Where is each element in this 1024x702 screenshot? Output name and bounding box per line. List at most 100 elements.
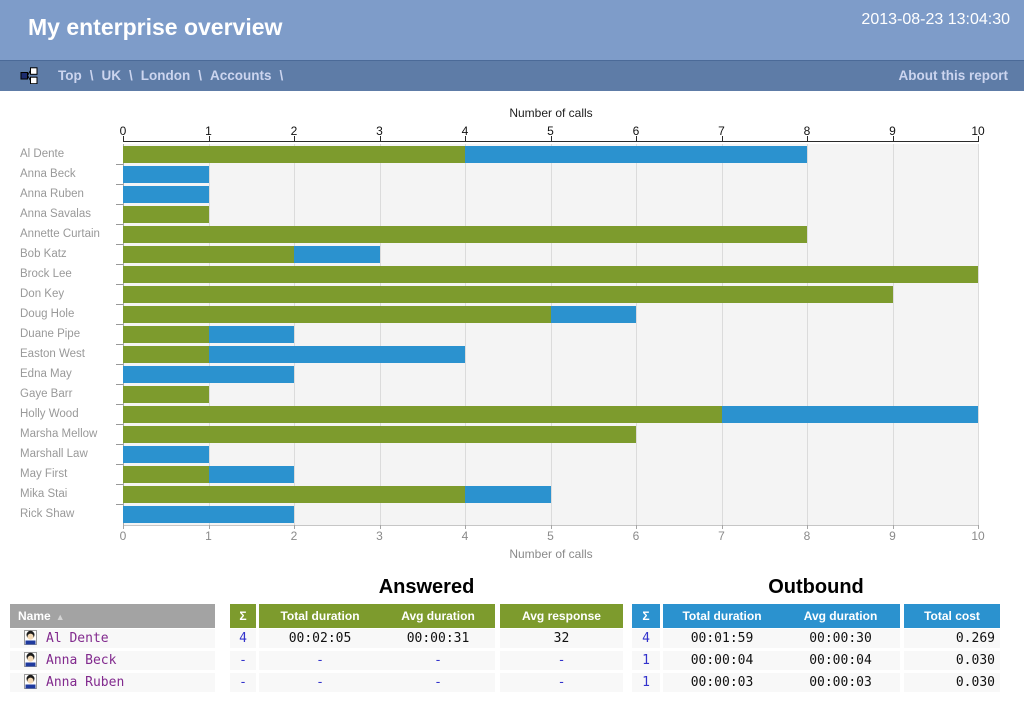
x-tickmark-bottom	[721, 525, 723, 529]
category-label: Holly Wood	[20, 408, 79, 420]
name-header-label: Name	[18, 609, 51, 623]
row-cell-background	[632, 651, 660, 670]
category-label: Edna May	[20, 368, 72, 380]
outbound-cell-0[interactable]: 4	[642, 631, 650, 646]
y-tickmark	[116, 424, 123, 425]
name-link[interactable]: Anna Beck	[46, 653, 117, 668]
outbound-cell-0[interactable]: 1	[642, 653, 650, 668]
about-this-report-link[interactable]: About this report	[898, 68, 1009, 83]
x-tick-label-bottom: 10	[971, 529, 985, 543]
x-tick-label-bottom: 3	[376, 529, 383, 543]
x-tickmark-bottom	[636, 525, 637, 529]
bar-row	[123, 144, 979, 164]
outbound-col-header-3[interactable]: Total cost	[904, 604, 1000, 628]
y-tickmark	[116, 324, 123, 325]
row-cell-background	[632, 673, 660, 692]
answered-col-header-0[interactable]: Σ	[230, 604, 256, 628]
row-cell-background	[632, 629, 660, 648]
bar-row	[123, 204, 979, 224]
x-tickmark-bottom	[465, 525, 466, 529]
y-tickmark	[116, 284, 123, 285]
x-tickmark-top	[123, 136, 124, 141]
answered-col-header-3[interactable]: Avg response	[500, 604, 623, 628]
row-cell-background	[230, 651, 256, 670]
category-label: Bob Katz	[20, 248, 67, 260]
x-tick-label-top: 6	[632, 124, 640, 138]
sort-ascending-icon: ▲	[55, 612, 65, 622]
row-cell-background	[663, 651, 900, 670]
category-label: Al Dente	[20, 148, 65, 160]
gridline	[636, 144, 637, 525]
chart-title-top: Number of calls	[509, 106, 593, 120]
answered-col-header-2[interactable]: Avg duration	[381, 604, 495, 628]
breadcrumb-separator: \	[89, 68, 94, 83]
y-tickmark	[116, 164, 123, 165]
answered-cell-0: -	[239, 675, 247, 690]
outbound-col-header-1[interactable]: Total duration	[663, 604, 781, 628]
outbound-bar-segment	[208, 466, 294, 483]
x-tickmark-bottom	[294, 525, 295, 529]
gridline	[978, 144, 979, 525]
category-label: Doug Hole	[20, 308, 75, 320]
breadcrumb-item-top[interactable]: Top	[58, 68, 82, 83]
breadcrumb-separator: \	[129, 68, 133, 83]
answered-bar-segment	[123, 386, 209, 403]
row-cell-background	[230, 629, 256, 648]
outbound-col-header-2[interactable]: Avg duration	[781, 604, 900, 628]
outbound-cell-2: 00:00:03	[809, 675, 872, 690]
answered-cell-1: -	[316, 675, 324, 690]
person-icon	[24, 630, 37, 645]
y-tickmark	[116, 304, 123, 305]
y-tickmark	[116, 224, 123, 225]
bar-row	[123, 164, 979, 184]
category-label: Mika Stai	[20, 488, 68, 500]
bar-row	[123, 324, 979, 344]
name-column-header[interactable]: Name ▲	[10, 604, 215, 628]
answered-cell-3: -	[557, 653, 566, 668]
bar-row	[123, 504, 979, 524]
outbound-cell-2: 00:00:30	[809, 631, 872, 646]
outbound-cell-0[interactable]: 1	[642, 675, 650, 690]
x-tick-label-top: 3	[376, 124, 383, 138]
bar-row	[123, 244, 979, 264]
outbound-bar-segment	[123, 186, 209, 203]
outbound-cell-3: 0.030	[955, 675, 995, 690]
breadcrumb-bar: Top \ UK \ London \ Accounts \ About this repor…	[0, 60, 1024, 91]
answered-bar-segment	[123, 486, 465, 503]
outbound-bar-segment	[465, 486, 551, 503]
name-link[interactable]: Al Dente	[46, 631, 109, 646]
x-tick-label-top: 8	[803, 124, 811, 138]
row-cell-background	[259, 629, 495, 648]
outbound-col-header-0[interactable]: Σ	[632, 604, 660, 628]
sitemap-icon	[20, 67, 38, 84]
name-link[interactable]: Anna Ruben	[46, 675, 125, 690]
outbound-bar-segment	[208, 326, 294, 343]
outbound-bar-segment	[123, 446, 209, 463]
row-cell-background	[259, 673, 495, 692]
answered-bar-segment	[123, 266, 978, 283]
x-tick-label-top: 0	[119, 124, 127, 138]
bar-row	[123, 224, 979, 244]
breadcrumb-item-uk[interactable]: UK	[101, 68, 122, 83]
outbound-bar-segment	[465, 146, 807, 163]
answered-bar-segment	[123, 206, 209, 223]
answered-cell-0[interactable]: 4	[239, 631, 247, 646]
x-tick-label-top: 5	[547, 124, 554, 138]
breadcrumb-item-accounts[interactable]: Accounts	[210, 68, 272, 83]
answered-cell-1: -	[316, 653, 324, 668]
x-tick-label-bottom: 6	[632, 529, 640, 543]
bar-row	[123, 264, 979, 284]
answered-bar-segment	[123, 246, 294, 263]
x-axis-line	[123, 141, 979, 142]
x-tick-label-top: 7	[718, 124, 725, 138]
y-tickmark	[116, 384, 123, 385]
person-icon	[24, 674, 37, 689]
breadcrumb-item-london[interactable]: London	[140, 68, 191, 83]
category-label: Gaye Barr	[20, 388, 73, 400]
x-tickmark-top	[892, 136, 894, 141]
page-title: My enterprise overview	[28, 14, 283, 40]
x-tickmark-bottom	[208, 525, 210, 529]
answered-col-header-1[interactable]: Total duration	[259, 604, 381, 628]
x-tick-label-top: 4	[461, 124, 469, 138]
y-tickmark	[116, 344, 123, 345]
